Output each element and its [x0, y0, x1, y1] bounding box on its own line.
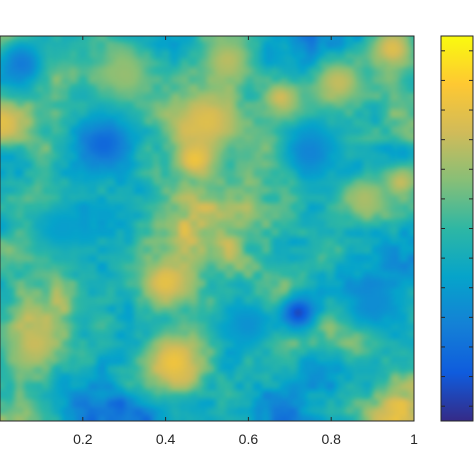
x-tick-label: 0.6: [239, 431, 259, 447]
x-tick-label: 0.8: [321, 431, 341, 447]
plot-frame: [0, 35, 415, 422]
x-axis-tick-labels: 0.2 0.4 0.6 0.8 1: [73, 431, 418, 447]
x-tick-label: 1: [410, 431, 418, 447]
colorbar-gradient: [441, 36, 473, 421]
x-tick-label: 0.4: [156, 431, 176, 447]
x-tick-label: 0.2: [73, 431, 93, 447]
heatmap-plot: 0.2 0.4 0.6 0.8 1: [0, 35, 418, 447]
colorbar: [440, 35, 474, 422]
colorbar-ticks: [441, 50, 473, 407]
heatmap-image: [0, 36, 414, 421]
x-axis-ticks: [82, 36, 415, 421]
